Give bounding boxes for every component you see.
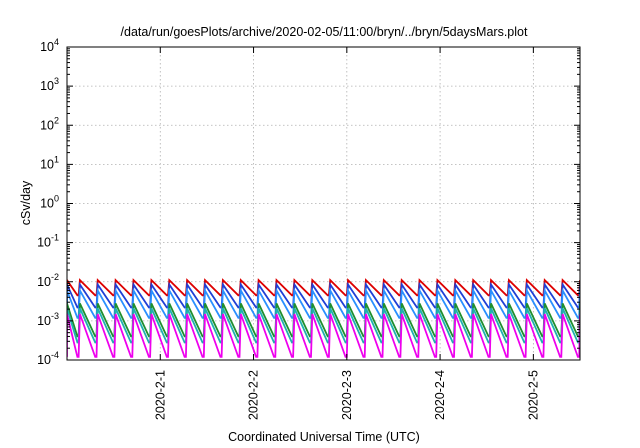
y-tick-label: 10-4 [37,350,59,367]
series-line [67,278,580,297]
y-tick-label: 101 [40,154,59,171]
chart-title: /data/run/goesPlots/archive/2020-02-05/1… [121,25,528,39]
series-group [67,278,580,358]
x-tick-label: 2020-2-5 [526,370,540,420]
x-axis-label: Coordinated Universal Time (UTC) [228,430,420,444]
y-tick-label: 103 [40,76,59,93]
y-tick-label: 10-3 [37,311,59,328]
y-tick-label: 104 [40,37,59,54]
y-tick-label: 100 [40,194,59,211]
y-tick-label: 10-1 [37,233,59,250]
x-tick-label: 2020-2-2 [247,370,261,420]
y-tick-label: 102 [40,115,59,132]
x-tick-label: 2020-2-3 [340,370,354,420]
x-tick-label: 2020-2-1 [153,370,167,420]
y-tick-label: 10-2 [37,272,59,289]
y-axis-label: cSv/day [19,180,33,225]
x-axis: 2020-2-1 2020-2-2 2020-2-3 2020-2-4 2020-2-5 [153,47,540,420]
series-line [67,313,580,358]
x-tick-label: 2020-2-4 [433,370,447,420]
series-line [67,281,580,309]
